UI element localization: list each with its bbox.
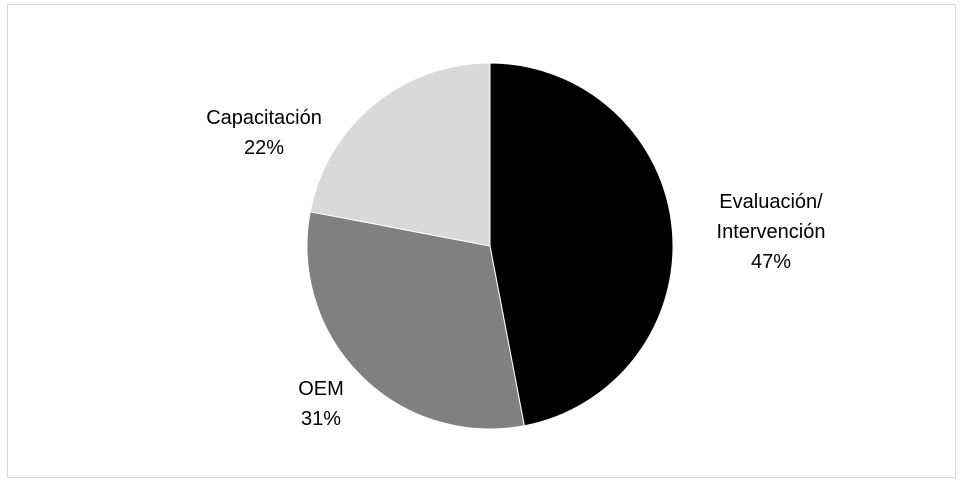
slice-percent-text: 31% [301, 408, 341, 430]
pie-slices [306, 62, 674, 430]
pie-labels: Evaluación/Intervención 47% OEM 31% Capacita… [206, 107, 825, 430]
pie-slice-1 [306, 211, 525, 430]
slice-name-text: OEM [298, 378, 344, 400]
slice-name-text: Evaluación/ [719, 191, 823, 213]
slice-percent-text: 47% [751, 251, 791, 273]
pie-slice-label-2: Capacitación 22% [206, 107, 322, 159]
slice-name-text: Capacitación [206, 107, 322, 129]
slice-percent-text: 22% [244, 137, 284, 159]
pie-slice-0 [489, 62, 674, 427]
pie-slice-2 [309, 62, 491, 247]
pie-slice-label-0: Evaluación/Intervención 47% [717, 191, 826, 273]
slice-name-text: Intervención [717, 221, 826, 243]
pie-slice-label-1: OEM 31% [298, 378, 344, 430]
